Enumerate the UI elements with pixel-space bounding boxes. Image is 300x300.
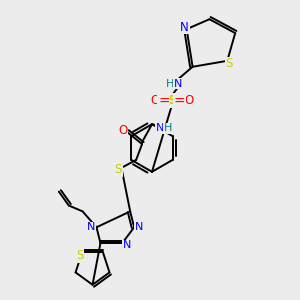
Text: N: N xyxy=(135,222,143,232)
Text: N: N xyxy=(123,240,131,250)
Text: N: N xyxy=(174,79,182,88)
Text: O: O xyxy=(150,94,160,107)
Text: H: H xyxy=(164,123,172,133)
Text: N: N xyxy=(156,123,164,133)
Text: S: S xyxy=(226,57,233,70)
Text: H: H xyxy=(166,79,174,88)
Text: O: O xyxy=(184,94,193,107)
Text: S: S xyxy=(115,163,122,176)
Text: O: O xyxy=(118,124,128,137)
Text: N: N xyxy=(87,222,96,232)
Text: S: S xyxy=(76,249,84,262)
Text: S: S xyxy=(167,94,176,107)
Text: =: = xyxy=(174,94,185,109)
Text: N: N xyxy=(180,21,189,34)
Text: =: = xyxy=(158,94,170,109)
